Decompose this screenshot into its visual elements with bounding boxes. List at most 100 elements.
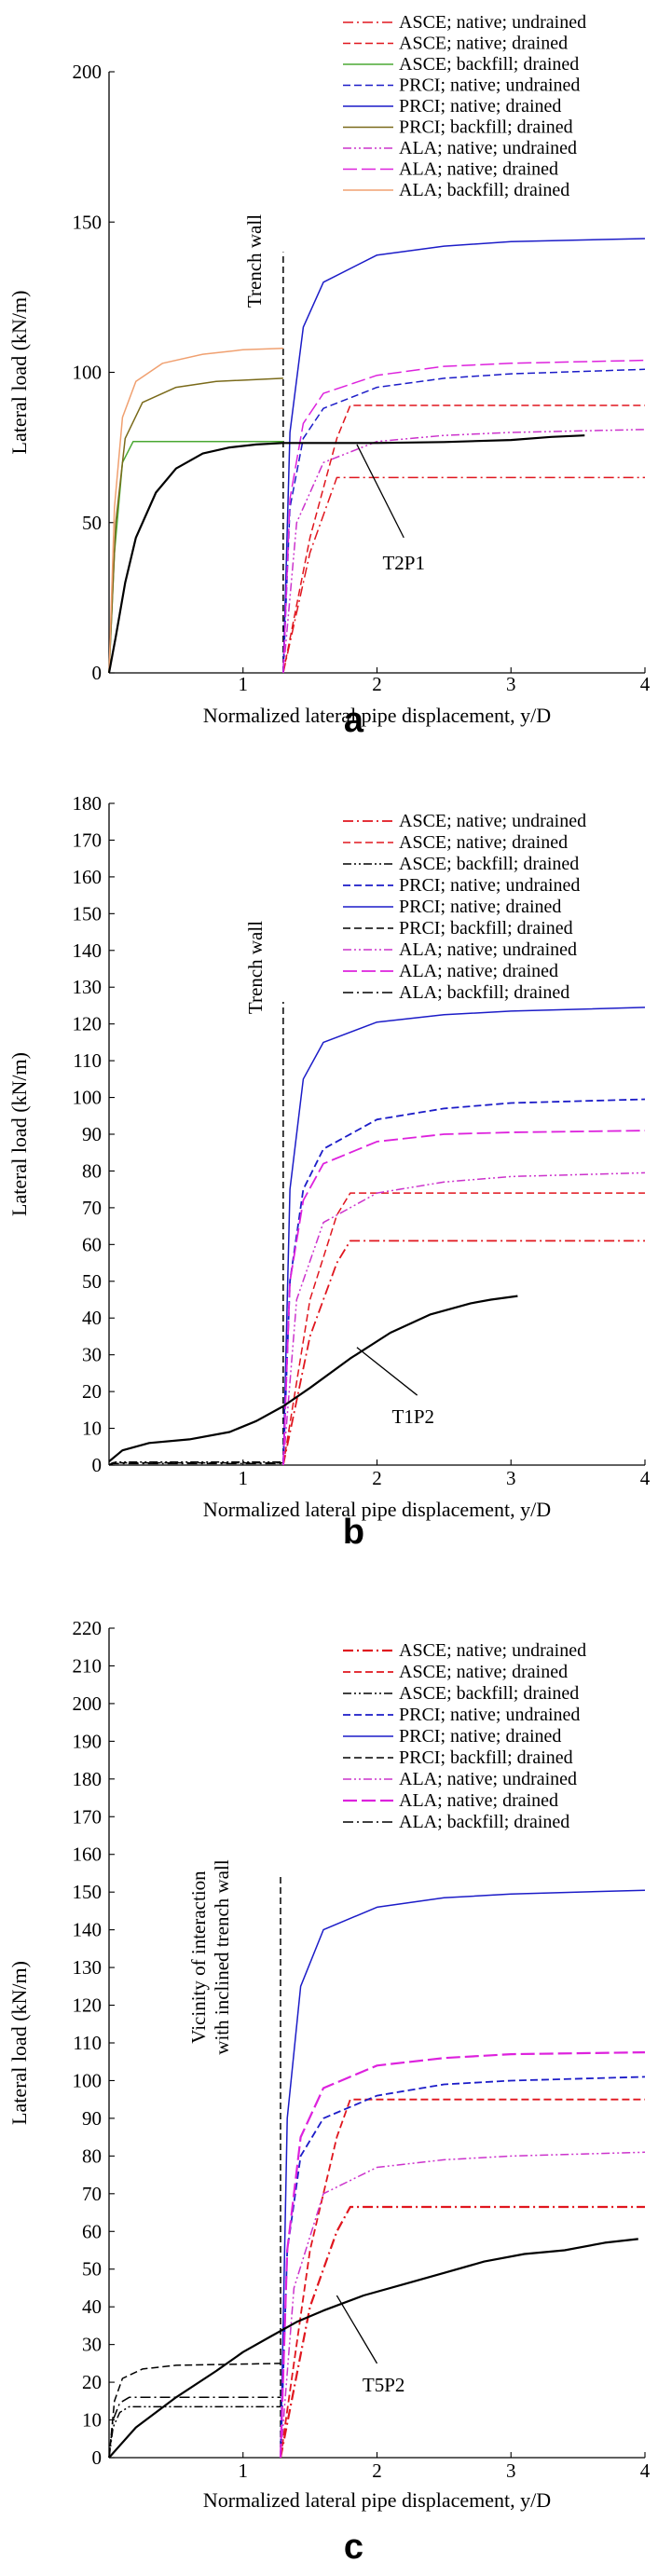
legend-label: PRCI; native; undrained [399, 875, 580, 896]
x-tick-label: 4 [640, 673, 651, 695]
trench-wall-label-2: with inclined trench wall [211, 1859, 233, 2055]
series-line-prci-native-undrained [282, 1098, 646, 1466]
panel-a: 0 50 100 150 200 1 2 3 4 Normalized lateral pipe … [7, 12, 651, 740]
test-label-leader [356, 1347, 418, 1396]
y-tick-label: 60 [82, 1233, 102, 1255]
y-tick-label: 50 [82, 2258, 102, 2281]
y-tick-label: 80 [82, 1159, 102, 1182]
legend-label: ASCE; backfill; drained [399, 1683, 579, 1704]
y-tick-label: 20 [82, 2371, 102, 2393]
series-line-asce-native-undrained [282, 1240, 645, 1466]
legend-label: ALA; backfill; drained [399, 180, 569, 200]
series-line-ala-native-drained [279, 2051, 646, 2459]
y-tick-label: 100 [73, 362, 103, 384]
legend-label: ALA; native; drained [399, 1790, 558, 1811]
y-tick-label: 190 [73, 1730, 103, 1752]
y-tick-label: 110 [73, 1049, 102, 1072]
y-tick-label: 200 [73, 1692, 103, 1715]
legend-label: ASCE; native; undrained [399, 12, 586, 33]
legend-label: PRCI; backfill; drained [399, 918, 573, 939]
y-tick-label: 70 [82, 2183, 102, 2205]
series-line-prci-native-drained [280, 1889, 646, 2459]
y-axis-label: Lateral load (kN/m) [7, 1052, 31, 1216]
panel-letter: c [344, 2528, 363, 2567]
x-tick-label: 2 [372, 2460, 382, 2482]
legend-label: PRCI; native; undrained [399, 75, 580, 96]
series-line-prci-native-undrained [280, 2076, 646, 2459]
y-tick-label: 180 [73, 792, 103, 815]
y-tick-label: 50 [82, 1270, 102, 1293]
x-tick-label: 2 [372, 1467, 382, 1489]
y-axis-label: Lateral load (kN/m) [7, 1961, 31, 2125]
series-line-t1p2 [108, 1295, 518, 1462]
legend-label: ASCE; backfill; drained [399, 54, 579, 75]
series-line-ala-native-undrained [282, 1172, 646, 1466]
x-tick-label: 3 [506, 1467, 516, 1489]
x-tick-label: 1 [239, 2460, 249, 2482]
legend-label: ALA; native; drained [399, 961, 558, 981]
x-tick-label: 1 [239, 673, 249, 695]
legend-label: PRCI; backfill; drained [399, 1747, 573, 1768]
series-line-t2p1 [107, 434, 585, 674]
y-tick-label: 40 [82, 2295, 102, 2318]
x-axis-label: Normalized lateral pipe displacement, y/… [203, 2488, 551, 2512]
legend-label: ALA; native; undrained [399, 939, 577, 960]
series-line-asce-native-drained [282, 1192, 645, 1466]
x-tick-label: 3 [506, 2460, 516, 2482]
series-line-asce-backfill-drained [108, 2405, 281, 2459]
y-tick-label: 140 [73, 1919, 103, 1941]
x-axis-label: Normalized lateral pipe displacement, y/… [203, 1498, 551, 1521]
test-label-leader [336, 2295, 378, 2364]
y-tick-label: 120 [73, 1013, 103, 1035]
series-line-ala-backfill-drained [108, 1462, 283, 1466]
y-tick-label: 200 [73, 61, 103, 83]
trench-wall-label: Trench wall [243, 214, 266, 308]
y-tick-label: 0 [92, 2446, 103, 2469]
y-tick-label: 80 [82, 2144, 102, 2167]
y-tick-label: 120 [73, 1994, 103, 2017]
panel-b: 0 10 20 30 40 50 60 70 80 90 100 110 120 130 140 150 160… [7, 792, 651, 1552]
legend-label: ASCE; native; drained [399, 832, 568, 853]
legend-label: ASCE; native; drained [399, 34, 568, 54]
test-label: T5P2 [363, 2374, 405, 2396]
legend-label: ASCE; native; undrained [399, 811, 586, 831]
y-tick-label: 110 [73, 2032, 102, 2054]
x-tick-label: 2 [372, 673, 382, 695]
y-tick-label: 170 [73, 829, 103, 851]
series-line-asce-native-undrained [282, 476, 645, 674]
series-line-prci-native-undrained [282, 368, 646, 674]
legend-label: PRCI; native; undrained [399, 1705, 580, 1725]
legend-label: ALA; backfill; drained [399, 1812, 569, 1832]
y-tick-label: 130 [73, 1956, 103, 1979]
y-tick-label: 50 [82, 512, 102, 534]
trench-wall-label: Trench wall [244, 921, 267, 1014]
y-tick-label: 0 [92, 662, 103, 684]
legend-label: ASCE; native; drained [399, 1662, 568, 1682]
legend-label: ALA; native; undrained [399, 1769, 577, 1789]
y-tick-label: 180 [73, 1768, 103, 1790]
series-line-ala-native-undrained [282, 429, 646, 674]
y-tick-label: 220 [73, 1617, 103, 1639]
y-tick-label: 210 [73, 1654, 103, 1677]
legend-label: ALA; native; undrained [399, 138, 577, 158]
y-tick-label: 140 [73, 939, 103, 962]
y-tick-label: 60 [82, 2220, 102, 2242]
panel-c: 0 10 20 30 40 50 60 70 80 90 100 110 120 130 140 150 160… [7, 1617, 651, 2567]
series-line-asce-native-undrained [279, 2205, 645, 2459]
test-label-leader [356, 444, 404, 539]
series-line-prci-native-drained [282, 238, 646, 674]
x-tick-label: 4 [640, 2460, 651, 2482]
x-tick-label: 1 [239, 1467, 249, 1489]
y-tick-label: 170 [73, 1805, 103, 1828]
legend-label: PRCI; backfill; drained [399, 117, 573, 138]
legend-label: ALA; backfill; drained [399, 982, 569, 1003]
legend-label: ASCE; backfill; drained [399, 854, 579, 874]
x-tick-label: 4 [640, 1467, 651, 1489]
series-line-prci-backfill-drained [108, 377, 283, 674]
legend-label: ALA; native; drained [399, 159, 558, 180]
y-tick-label: 100 [73, 1087, 103, 1109]
y-tick-label: 90 [82, 1123, 102, 1145]
panel-letter: b [343, 1513, 364, 1552]
series-line-ala-backfill-drained [108, 347, 283, 674]
